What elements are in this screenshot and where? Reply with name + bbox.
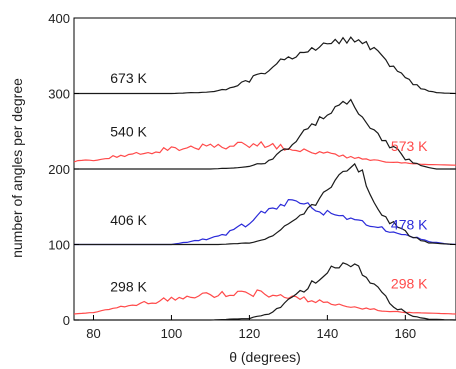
series-layer [73, 36, 456, 321]
y-tick-label: 0 [63, 313, 70, 328]
series-line-5 [74, 162, 456, 246]
series-label: 673 K [110, 70, 147, 86]
series-label: 406 K [110, 212, 147, 228]
series-label-layer: 673 K 540 K 573 K 406 K 478 K 298 K 298 K [110, 70, 428, 294]
series-line-6 [73, 289, 456, 315]
y-tick-label: 300 [48, 87, 70, 102]
x-tick-label: 80 [86, 326, 100, 341]
series-line-3 [74, 98, 456, 170]
x-axis-title: θ (degrees) [229, 349, 301, 365]
y-tick-label: 400 [48, 11, 70, 26]
series-label: 298 K [391, 275, 428, 291]
x-tick-label: 100 [161, 326, 183, 341]
series-line-2 [73, 140, 456, 166]
series-label: 573 K [391, 138, 428, 154]
series-label: 298 K [110, 278, 147, 294]
tick-layer: 80 100 120 140 160 0 100 200 300 400 [48, 11, 455, 341]
series-line-7 [74, 262, 456, 321]
series-line-1 [74, 36, 456, 95]
y-tick-label: 100 [48, 238, 70, 253]
y-axis-title: number of angles per degree [9, 78, 25, 258]
x-tick-label: 160 [394, 326, 416, 341]
x-tick-label: 120 [239, 326, 261, 341]
y-tick-label: 200 [48, 162, 70, 177]
series-label: 540 K [110, 124, 147, 140]
x-tick-label: 140 [317, 326, 339, 341]
series-label: 478 K [391, 216, 428, 232]
